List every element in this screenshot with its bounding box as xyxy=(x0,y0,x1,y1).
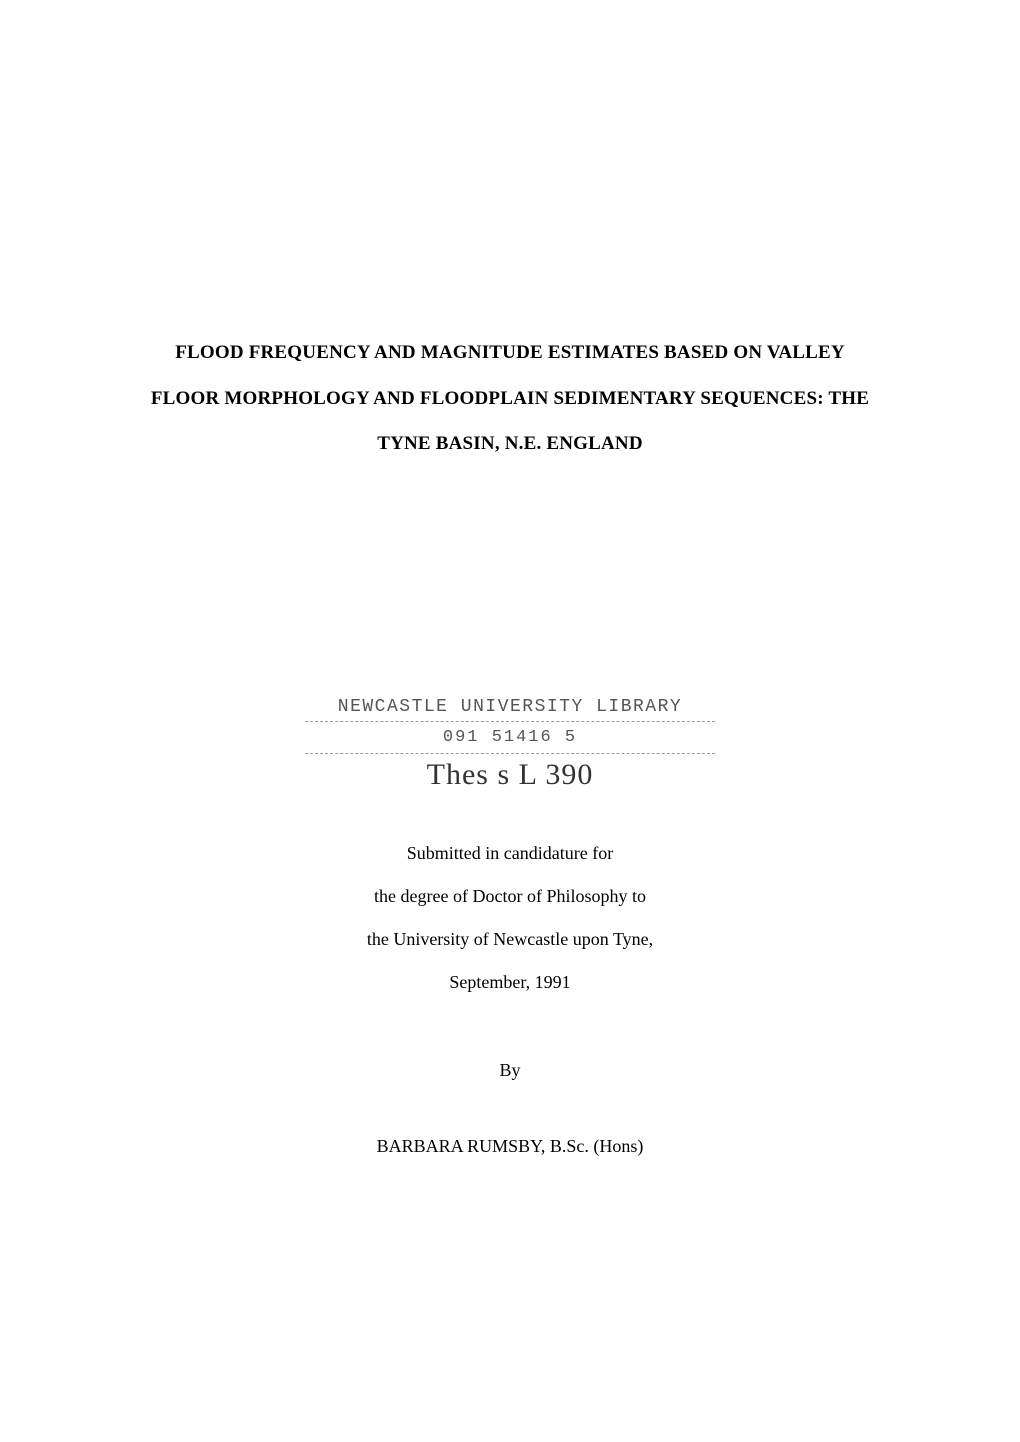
title-line-1: FLOOD FREQUENCY AND MAGNITUDE ESTIMATES … xyxy=(151,330,869,376)
title-line-2: FLOOR MORPHOLOGY AND FLOODPLAIN SEDIMENT… xyxy=(151,376,869,422)
submission-statement: Submitted in candidature for the degree … xyxy=(367,832,653,1157)
submission-date: September, 1991 xyxy=(367,961,653,1004)
title-page: FLOOD FREQUENCY AND MAGNITUDE ESTIMATES … xyxy=(0,0,1020,1442)
by-label: By xyxy=(367,1060,653,1081)
shelfmark-handwritten: Thes s L 390 xyxy=(305,758,715,792)
divider-line xyxy=(305,753,715,754)
submission-line-3: the University of Newcastle upon Tyne, xyxy=(367,918,653,961)
submission-line-2: the degree of Doctor of Philosophy to xyxy=(367,875,653,918)
thesis-title: FLOOD FREQUENCY AND MAGNITUDE ESTIMATES … xyxy=(151,330,869,467)
library-name: NEWCASTLE UNIVERSITY LIBRARY xyxy=(305,697,715,717)
library-stamp: NEWCASTLE UNIVERSITY LIBRARY 091 51416 5… xyxy=(305,697,715,792)
divider-line xyxy=(305,721,715,722)
submission-line-1: Submitted in candidature for xyxy=(367,832,653,875)
author-name: BARBARA RUMSBY, B.Sc. (Hons) xyxy=(367,1136,653,1157)
title-line-3: TYNE BASIN, N.E. ENGLAND xyxy=(151,421,869,467)
accession-number: 091 51416 5 xyxy=(305,728,715,747)
